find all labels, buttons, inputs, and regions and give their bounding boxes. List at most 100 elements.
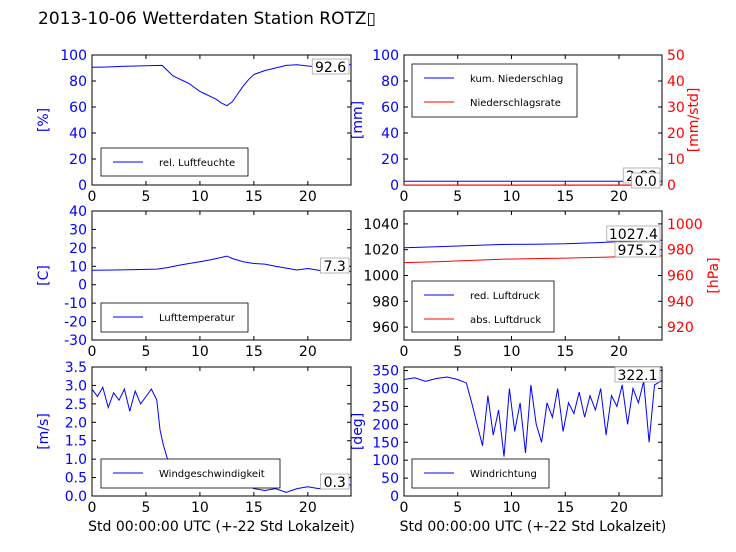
y-tick-label: 3.0 (65, 378, 87, 394)
legend-label: kum. Niederschlag (470, 74, 563, 85)
last-value-box (614, 366, 661, 383)
last-value-box (320, 257, 350, 274)
plot-frame (91, 54, 352, 186)
y2-tick-label: 20 (667, 126, 685, 142)
last-value-box (614, 241, 661, 258)
y-tick-label: 40 (69, 126, 87, 142)
y2-tick-label: 50 (667, 48, 685, 64)
x-tick-label: 0 (88, 344, 97, 360)
y-axis-label: [hPa] (706, 257, 722, 293)
legend-label: Windgeschwindigkeit (159, 469, 265, 480)
legend: rel. Luftfeuchte (100, 147, 249, 177)
plot-frame (403, 366, 663, 497)
legend: red. Luftdruck abs. Luftdruck (411, 280, 555, 333)
series-line-0 (404, 376, 662, 457)
last-value-box (631, 172, 661, 189)
y-tick-label: 60 (69, 100, 87, 116)
legend-label: Lufttemperatur (159, 313, 236, 324)
y-tick-label: 200 (372, 417, 399, 433)
x-tick-label: 0 (88, 189, 97, 205)
x-tick-label: 20 (299, 344, 317, 360)
x-tick-label: 5 (453, 189, 462, 205)
x-tick-label: 10 (503, 344, 521, 360)
last-value-label: 322.1 (617, 368, 657, 384)
x-tick-label: 20 (299, 500, 317, 516)
y-tick-label: 1.5 (65, 434, 87, 450)
legend-box (411, 63, 578, 118)
y-tick-label: 150 (372, 435, 399, 451)
legend-label: Windrichtung (470, 469, 537, 480)
x-tick-label: 15 (556, 500, 574, 516)
y-tick-label: 20 (69, 241, 87, 257)
y2-tick-label: 40 (667, 74, 685, 90)
x-tick-label: 20 (610, 500, 628, 516)
y-axis-label: [mm] (350, 101, 366, 139)
y-tick-label: 50 (381, 471, 399, 487)
y-tick-label: 0 (390, 178, 399, 194)
y2-tick-label: 30 (667, 100, 685, 116)
y-tick-label: 2.0 (65, 415, 87, 431)
panel-humidity: 0 5 10 15 20 0 20 40 60 80 100 [%] rel. Luftfeuchte 9… (36, 48, 352, 205)
y-axis-label: [C] (36, 265, 52, 286)
last-value-label: 0.0 (635, 174, 657, 190)
x-tick-label: 0 (400, 189, 409, 205)
legend-label: red. Luftdruck (470, 291, 540, 302)
x-tick-label: 15 (245, 500, 263, 516)
x-tick-label: 10 (503, 500, 521, 516)
y-axis-label: [m/s] (36, 413, 52, 450)
x-tick-label: 10 (503, 189, 521, 205)
legend: Windrichtung (411, 458, 550, 489)
legend: Windgeschwindigkeit (100, 458, 281, 489)
panel-pressure: 0 5 10 15 20 960 980 1000 1020 1040 920 940 960 980 10… (363, 210, 722, 360)
y-tick-label: 80 (381, 74, 399, 90)
series-line-0 (92, 255, 351, 274)
y-tick-label: 0 (78, 178, 87, 194)
y-tick-label: 300 (372, 382, 399, 398)
last-value-label: 1027.4 (609, 227, 658, 243)
x-tick-label: 15 (245, 189, 263, 205)
panel-wind_speed: 0 5 10 15 20 0.0 0.5 1.0 1.5 2.0 2.5 3.0 3.5 [m/s] Std… (36, 360, 355, 535)
y-tick-label: 0.0 (65, 489, 87, 505)
x-tick-label: 5 (141, 344, 150, 360)
x-tick-label: 5 (453, 344, 462, 360)
y-tick-label: 0 (390, 489, 399, 505)
y-tick-label: 0 (78, 278, 87, 294)
legend-label: rel. Luftfeuchte (159, 158, 235, 169)
y-tick-label: 100 (372, 453, 399, 469)
last-value-label: 92.6 (315, 60, 346, 76)
y2-tick-label: 940 (667, 294, 694, 310)
y-tick-label: 3.5 (65, 360, 87, 376)
panel-precip: 0 5 10 15 20 0 20 40 60 80 100 0 10 20 30 40 50 [mm] [mm/s… (350, 48, 702, 205)
x-axis-label: Std 00:00:00 UTC (+-22 Std Lokalzeit) (88, 519, 355, 535)
y-tick-label: 250 (372, 399, 399, 415)
y2-tick-label: 960 (667, 269, 694, 285)
y-tick-label: 1.0 (65, 452, 87, 468)
last-value-label: 0.3 (324, 475, 346, 491)
last-value-box (606, 225, 661, 242)
x-tick-label: 5 (141, 500, 150, 516)
x-axis-label: Std 00:00:00 UTC (+-22 Std Lokalzeit) (400, 519, 667, 535)
x-tick-label: 20 (299, 189, 317, 205)
y-tick-label: 0.5 (65, 471, 87, 487)
x-tick-label: 10 (191, 189, 209, 205)
y-tick-label: 1000 (363, 269, 399, 285)
x-tick-label: 20 (610, 344, 628, 360)
x-tick-label: 20 (610, 189, 628, 205)
x-tick-label: 10 (191, 500, 209, 516)
y-axis-label: [deg] (350, 413, 366, 450)
y2-tick-label: 1000 (667, 217, 703, 233)
plot-frame (91, 210, 352, 341)
y2-tick-label: 980 (667, 243, 694, 259)
y-tick-label: 2.5 (65, 397, 87, 413)
y2-tick-label: 0 (667, 178, 676, 194)
x-tick-label: 15 (556, 344, 574, 360)
y-tick-label: -10 (64, 296, 87, 312)
y-tick-label: 60 (381, 100, 399, 116)
legend: Lufttemperatur (100, 302, 249, 333)
y-tick-label: 80 (69, 74, 87, 90)
y-tick-label: 40 (381, 126, 399, 142)
y-tick-label: 30 (69, 222, 87, 238)
last-value-label: 7.3 (324, 259, 346, 275)
